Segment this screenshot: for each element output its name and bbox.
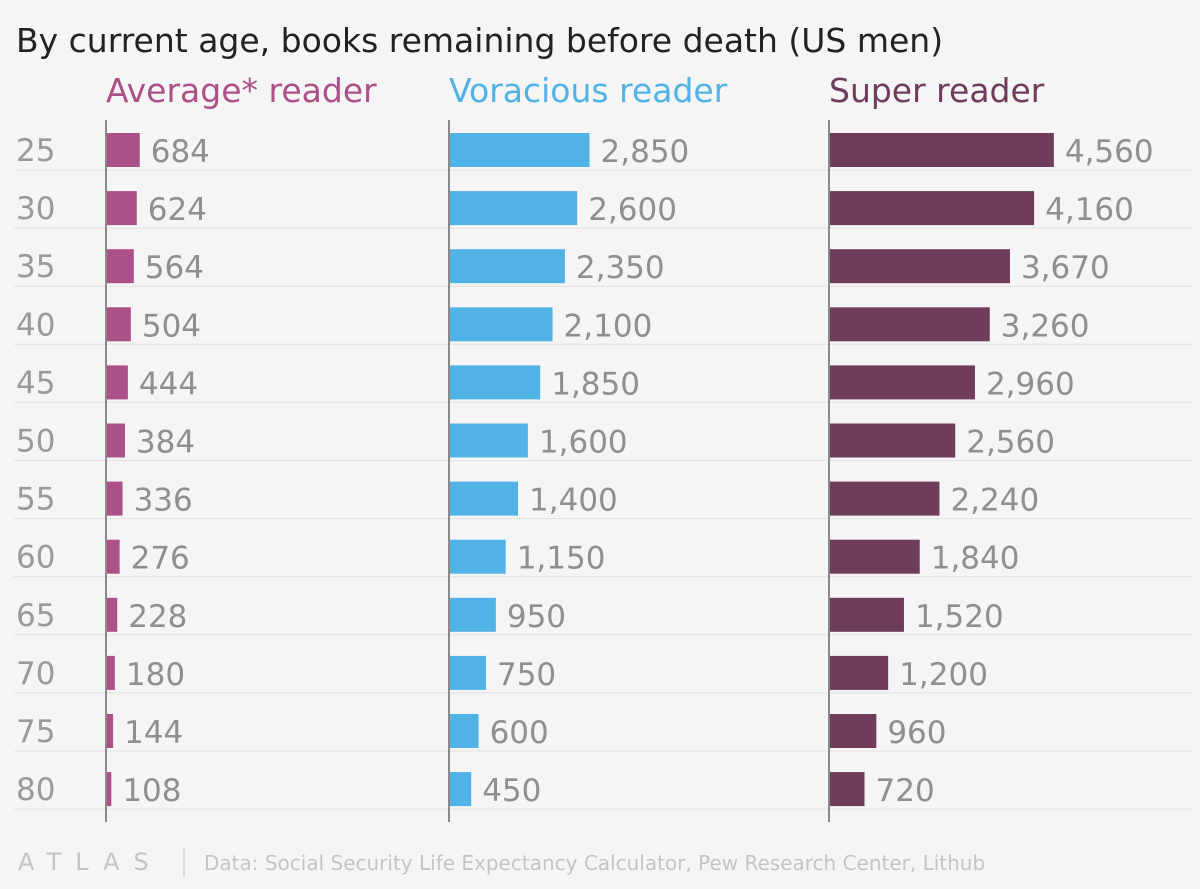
bar-1-75 (449, 714, 479, 748)
footer: ATLAS Data: Social Security Life Expecta… (18, 847, 985, 877)
age-label-35: 35 (16, 249, 55, 285)
chart-title: By current age, books remaining before d… (16, 21, 943, 60)
gridlines (14, 169, 1192, 810)
value-label: 2,240 (950, 483, 1039, 519)
bar-1-40 (449, 307, 553, 342)
atlas-logo: ATLAS (18, 848, 163, 876)
value-label: 600 (490, 715, 549, 751)
bar-1-50 (449, 423, 528, 458)
age-label-45: 45 (16, 365, 55, 401)
series-title: Average* reader (106, 71, 377, 110)
bar-0-70 (106, 655, 115, 690)
bar-2-65 (829, 597, 904, 632)
series-title: Voracious reader (449, 71, 728, 110)
bar-2-50 (829, 423, 956, 458)
bar-1-30 (449, 191, 578, 226)
value-label: 564 (145, 250, 204, 286)
bar-0-65 (106, 597, 118, 632)
value-label: 504 (142, 308, 201, 344)
bar-0-75 (106, 714, 114, 748)
age-label-50: 50 (16, 424, 55, 460)
value-label: 2,350 (576, 250, 665, 286)
bar-0-60 (106, 539, 120, 574)
value-label: 750 (497, 657, 556, 693)
bar-1-25 (449, 133, 590, 167)
value-label: 720 (876, 773, 935, 809)
bar-0-35 (106, 249, 134, 284)
bar-1-35 (449, 249, 565, 284)
value-label: 624 (148, 192, 207, 228)
age-label-70: 70 (16, 656, 55, 692)
value-label: 1,520 (915, 599, 1004, 635)
value-label: 1,400 (529, 483, 618, 519)
value-label: 1,200 (899, 657, 988, 693)
value-label: 960 (887, 715, 946, 751)
value-label: 3,670 (1021, 250, 1110, 286)
bar-1-45 (449, 365, 541, 400)
bar-2-60 (829, 539, 920, 574)
value-label: 2,960 (986, 366, 1075, 402)
age-label-75: 75 (16, 714, 55, 750)
bar-0-45 (106, 365, 128, 400)
panel-2: Super reader 4,560 4,160 3,670 3,260 2,960 2,5… (828, 71, 1154, 822)
value-label: 336 (134, 483, 193, 519)
value-label: 450 (482, 773, 541, 809)
value-label: 108 (122, 773, 181, 809)
age-label-25: 25 (16, 133, 55, 169)
source-note: Data: Social Security Life Expectancy Ca… (204, 851, 985, 875)
bar-2-70 (829, 655, 889, 690)
age-label-60: 60 (16, 540, 55, 576)
bar-1-65 (449, 597, 496, 632)
bar-1-80 (449, 772, 472, 807)
panels: Average* reader 684 624 564 504 444 384 336 276 2… (105, 71, 1154, 822)
panel-1: Voracious reader 2,850 2,600 2,350 2,100 1,85… (448, 71, 728, 822)
bar-2-25 (829, 133, 1054, 167)
age-axis-labels: 25 30 35 40 45 50 55 60 65 70 75 80 (16, 133, 55, 808)
bar-2-45 (829, 365, 975, 400)
bar-0-55 (106, 481, 123, 516)
age-label-30: 30 (16, 191, 55, 227)
panel-0: Average* reader 684 624 564 504 444 384 336 276 2… (105, 71, 377, 822)
value-label: 276 (131, 541, 190, 577)
bar-2-35 (829, 249, 1010, 284)
value-label: 228 (128, 599, 187, 635)
age-label-55: 55 (16, 482, 55, 518)
bar-0-30 (106, 191, 137, 226)
age-label-80: 80 (16, 772, 55, 808)
value-label: 444 (139, 366, 198, 402)
value-label: 1,600 (539, 425, 628, 461)
value-label: 1,840 (931, 541, 1020, 577)
bar-1-60 (449, 539, 506, 574)
bar-2-75 (829, 714, 877, 748)
bar-2-55 (829, 481, 940, 516)
value-label: 2,850 (601, 134, 690, 170)
bar-2-80 (829, 772, 865, 807)
age-label-65: 65 (16, 598, 55, 634)
value-label: 4,160 (1045, 192, 1134, 228)
bar-2-30 (829, 191, 1035, 226)
value-label: 950 (507, 599, 566, 635)
value-label: 4,560 (1065, 134, 1154, 170)
value-label: 3,260 (1001, 308, 1090, 344)
bar-1-55 (449, 481, 519, 516)
bar-1-70 (449, 655, 486, 690)
series-title: Super reader (829, 71, 1045, 110)
value-label: 2,560 (966, 425, 1055, 461)
value-label: 684 (151, 134, 210, 170)
bar-0-80 (106, 772, 112, 807)
value-label: 1,150 (517, 541, 606, 577)
bar-0-40 (106, 307, 131, 342)
value-label: 2,100 (564, 308, 653, 344)
value-label: 384 (136, 425, 195, 461)
age-label-40: 40 (16, 307, 55, 343)
value-label: 144 (124, 715, 183, 751)
value-label: 2,600 (588, 192, 677, 228)
value-label: 1,850 (551, 366, 640, 402)
bar-0-50 (106, 423, 125, 458)
bar-0-25 (106, 133, 140, 167)
bar-2-40 (829, 307, 990, 342)
value-label: 180 (126, 657, 185, 693)
